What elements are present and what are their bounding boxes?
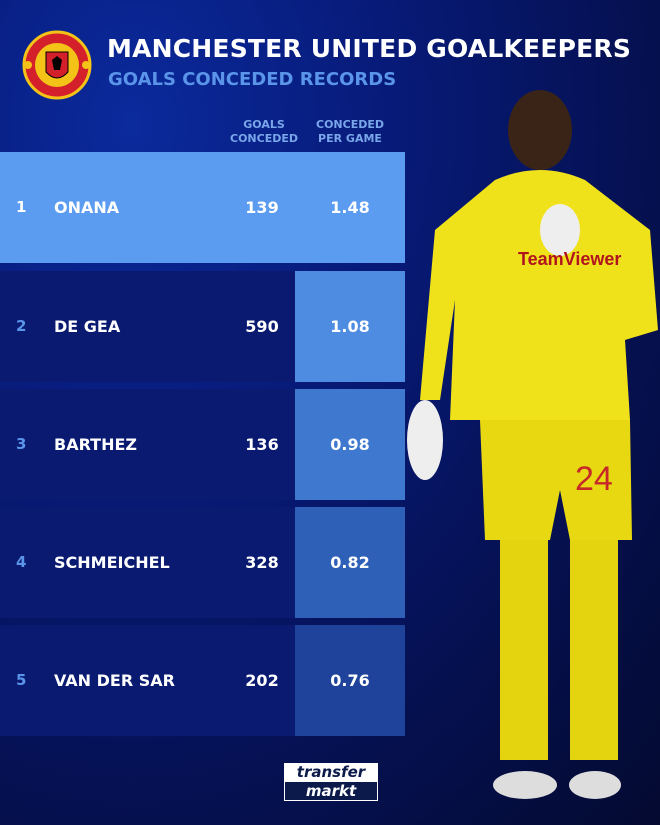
rank-label: 1 <box>16 198 27 216</box>
header-line: GOALS <box>243 118 285 131</box>
column-header-conceded-per-game: CONCEDED PER GAME <box>305 118 395 146</box>
goals-conceded-value: 136 <box>245 435 279 454</box>
conceded-per-game-value: 0.76 <box>330 671 370 690</box>
column-header-goals-conceded: GOALS CONCEDED <box>219 118 309 146</box>
sponsor-text: TeamViewer <box>518 249 621 269</box>
table-row: 4 SCHMEICHEL 328 0.82 <box>0 507 405 618</box>
goalkeeper-photo: TeamViewer 24 <box>407 90 658 799</box>
conceded-per-game-value: 0.82 <box>330 553 370 572</box>
goalkeeper-name: ONANA <box>54 198 120 217</box>
logo-line: markt <box>285 782 377 800</box>
page-subtitle: GOALS CONCEDED RECORDS <box>108 69 397 90</box>
rank-label: 5 <box>16 671 27 689</box>
table-row: 2 DE GEA 590 1.08 <box>0 271 405 382</box>
conceded-per-game-cell <box>295 625 405 736</box>
goalkeeper-name: DE GEA <box>54 317 121 336</box>
goals-conceded-value: 202 <box>245 671 279 690</box>
rank-label: 3 <box>16 435 27 453</box>
header-line: CONCEDED <box>230 132 298 145</box>
header-line: CONCEDED <box>316 118 384 131</box>
goalkeeper-name: BARTHEZ <box>54 435 138 454</box>
conceded-per-game-value: 1.48 <box>330 198 370 217</box>
goalkeeper-name: SCHMEICHEL <box>54 553 170 572</box>
goals-conceded-value: 328 <box>245 553 279 572</box>
transfermarkt-logo: transfer markt <box>284 763 378 801</box>
conceded-per-game-cell <box>295 507 405 618</box>
conceded-per-game-value: 0.98 <box>330 435 370 454</box>
goalkeeper-name: VAN DER SAR <box>54 671 175 690</box>
conceded-per-game-value: 1.08 <box>330 317 370 336</box>
rank-label: 2 <box>16 317 27 335</box>
table-row: 1 ONANA 139 1.48 <box>0 152 405 263</box>
rank-label: 4 <box>16 553 27 571</box>
goals-conceded-value: 139 <box>245 198 279 217</box>
table-row: 5 VAN DER SAR 202 0.76 <box>0 625 405 736</box>
header-line: PER GAME <box>318 132 382 145</box>
logo-line: transfer <box>285 764 377 781</box>
table-row: 3 BARTHEZ 136 0.98 <box>0 389 405 500</box>
shirt-number: 24 <box>575 460 613 498</box>
page-title: MANCHESTER UNITED GOALKEEPERS <box>107 34 632 63</box>
conceded-per-game-cell <box>295 389 405 500</box>
conceded-per-game-cell <box>295 271 405 382</box>
goals-conceded-value: 590 <box>245 317 279 336</box>
manchester-united-crest-logo <box>22 30 92 100</box>
